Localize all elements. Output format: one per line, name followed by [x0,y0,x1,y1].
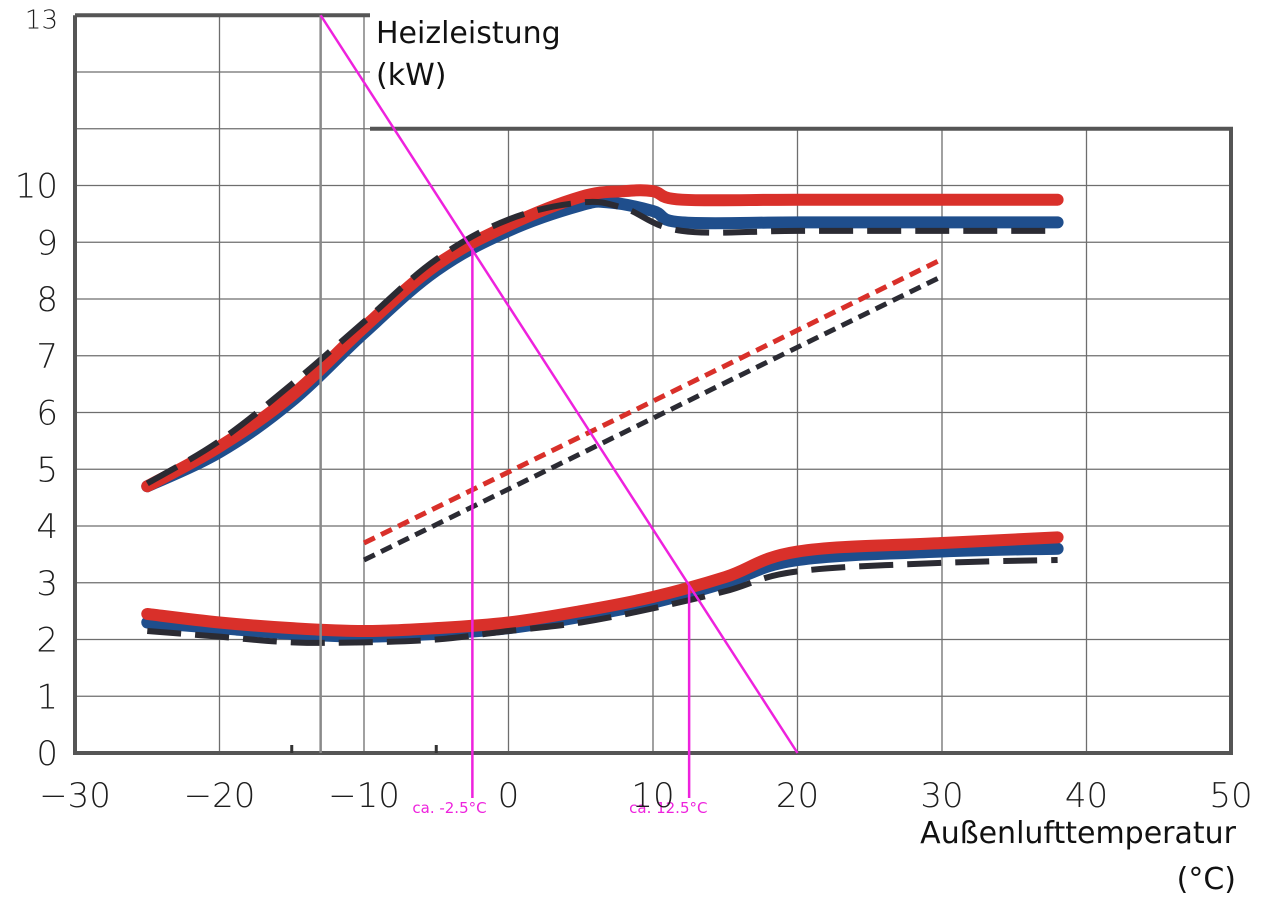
y-tick-label: 5 [36,450,58,490]
x-tick-label: −10 [328,776,400,816]
y-tick-label: 4 [36,507,58,547]
series-dark-longdash-2 [145,198,1058,487]
diagonal-demand-line [319,14,799,754]
x-tick-label: 0 [498,776,520,816]
y-tick-label: 2 [36,621,58,661]
annotation-lines: ca. -2.5°C ca. 12.5°C [319,14,799,817]
y-tick-label: 9 [36,223,58,263]
y-tick-label: 1 [36,677,58,717]
series-blue-solid-1 [141,195,1064,493]
x-tick-label: −20 [184,776,256,816]
axis-frame-line [73,15,1233,755]
intersection-label: ca. 12.5°C [629,799,707,817]
series-dark-longdash-7 [147,557,1058,646]
x-tick-label: −30 [39,776,111,816]
y-tick-label: 8 [36,280,58,320]
axis-labels: Heizleistung (kW) Außenlufttemperatur (°C) [376,16,1237,897]
x-tick-label: 10 [631,776,674,816]
series-red-shortdash-3 [362,257,944,546]
y-axis-label: Heizleistung [376,16,561,51]
y-axis-label: (kW) [376,58,446,93]
series-dark-shortdash-4 [362,274,944,563]
x-tick-label: 30 [920,776,963,816]
y-tick-label: 3 [36,564,58,604]
tick-labels: −30 −20 −10 0 10 20 30 40 50 0 1 2 3 4 5 6 7 8 9 10 13 [15,5,1253,816]
grid-lines [75,15,1231,753]
y-tick-label: 0 [36,734,58,774]
data-series [141,184,1064,646]
intersection-label: ca. -2.5°C [412,799,486,817]
series-red-solid-5 [141,531,1064,637]
y-tick-label-top: 13 [25,5,58,35]
series-red-solid-0 [141,184,1064,493]
x-tick-label: 20 [776,776,819,816]
x-axis-label: Außenlufttemperatur [920,816,1236,851]
x-tick-label: 50 [1209,776,1252,816]
x-axis-label: (°C) [1177,862,1236,897]
x-tick-label: 40 [1065,776,1108,816]
y-tick-label: 10 [15,167,58,207]
y-tick-label: 7 [36,337,58,377]
y-tick-label: 6 [36,394,58,434]
